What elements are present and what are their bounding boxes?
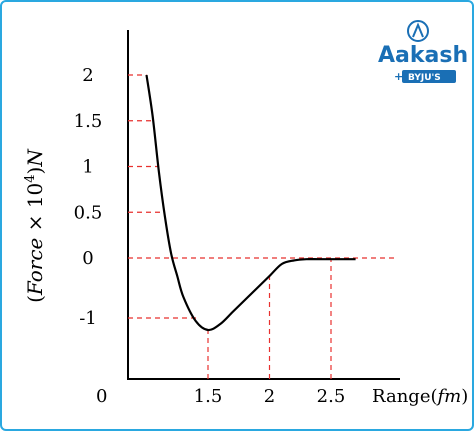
- guide-lines: [128, 74, 398, 379]
- y-tick-label: 0: [82, 248, 93, 269]
- brand-logo: Aakash + BYJU'S: [378, 20, 468, 83]
- y-tick-labels: 2 1.5 1 0.5 0 -1: [74, 65, 103, 329]
- x-tick-label: 1.5: [194, 386, 223, 407]
- series-line-force: [145, 74, 356, 332]
- brand-emblem-icon: [407, 20, 429, 42]
- x-tick-labels: 1.5 2 2.5: [194, 386, 346, 407]
- origin-label: 0: [96, 386, 107, 407]
- y-tick-label: 0.5: [74, 202, 103, 223]
- y-tick-label: 1: [82, 157, 93, 178]
- y-axis-label: (Force × 104)N: [23, 148, 47, 303]
- x-tick-label: 2.5: [317, 386, 346, 407]
- brand-name: Aakash: [378, 43, 468, 68]
- y-tick-label: 2: [82, 65, 93, 86]
- y-tick-label: -1: [79, 308, 97, 329]
- brand-sub-badge: [402, 70, 456, 83]
- x-tick-label: 2: [264, 386, 275, 407]
- brand-plus: +: [394, 70, 403, 83]
- x-axis-label: Range(fm): [372, 386, 468, 407]
- y-tick-label: 1.5: [74, 111, 103, 132]
- brand-sub: BYJU'S: [408, 73, 441, 83]
